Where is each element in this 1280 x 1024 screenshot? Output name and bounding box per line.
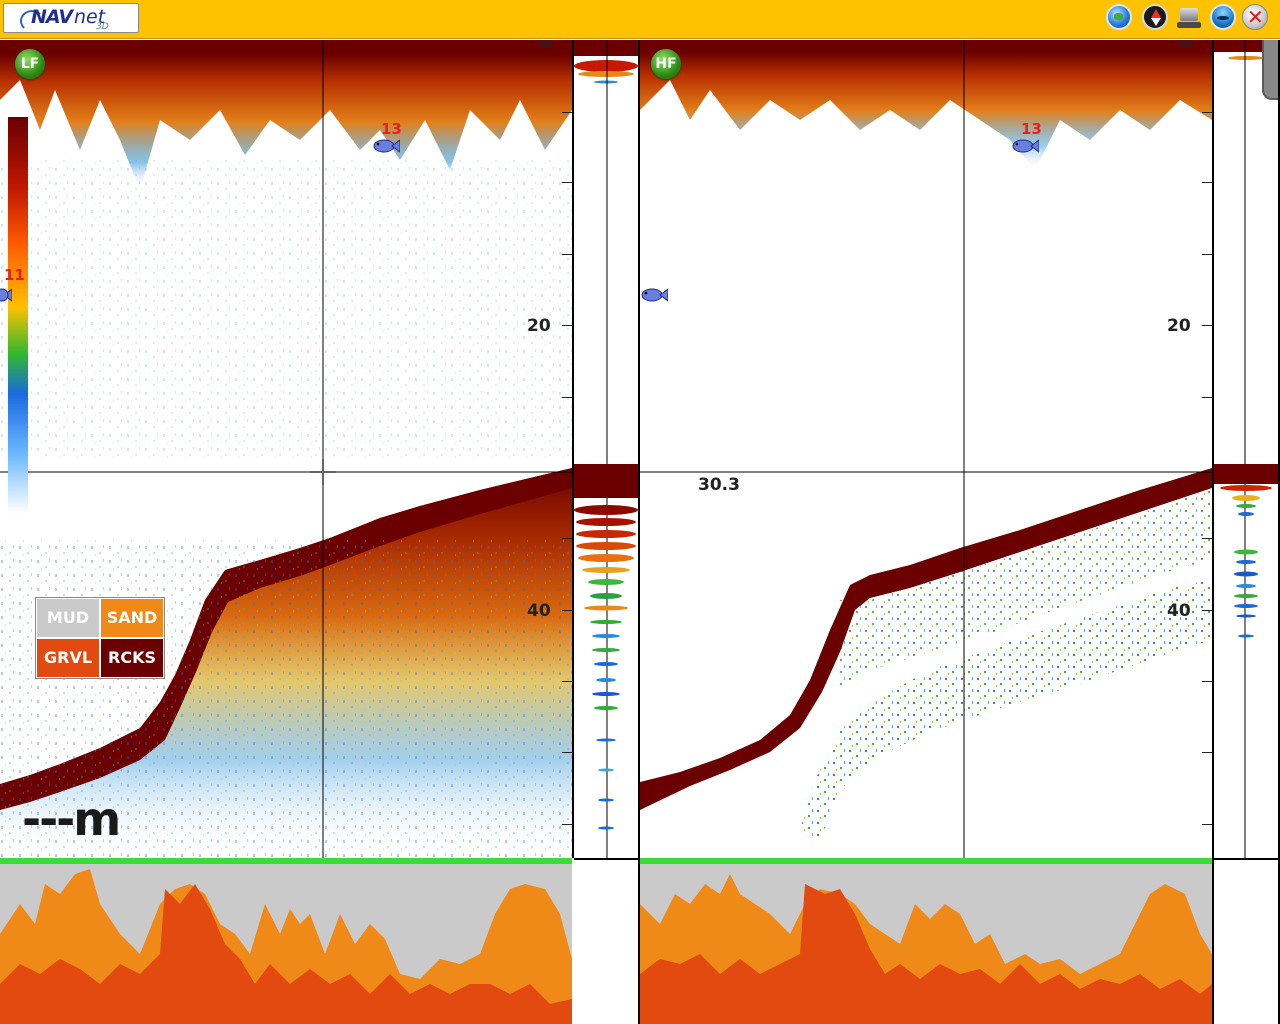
hf-echogram[interactable]: HF 13 30.3 0 20 40 [640,40,1212,858]
hf-bottom-echo [640,468,1212,810]
depth-tick [1202,254,1212,255]
computer-icon[interactable] [1177,6,1201,30]
depth-label-0: 0 [540,40,552,53]
depth-readout: ---m [22,792,121,846]
legend-mud: MUD [37,599,99,637]
depth-label-20: 20 [527,316,551,336]
depth-label-0: 0 [1180,40,1192,53]
depth-tick [1202,325,1212,326]
lf-bottom-discrimination-graph [0,864,572,1024]
color-scale-bar [8,117,28,513]
bottom-type-legend: MUD SAND GRVL RCKS [35,597,165,679]
lf-frequency-badge[interactable]: LF [15,49,45,79]
fish-depth-label: 13 [381,120,402,138]
lf-scope-footer [574,860,638,1024]
depth-tick [562,182,572,183]
depth-tick [562,325,572,326]
divider [574,858,638,860]
hf-frequency-badge[interactable]: HF [651,49,681,79]
depth-tick [562,610,572,611]
hf-a-scope [1214,40,1278,858]
divider [1278,40,1280,1024]
depth-tick [1202,681,1212,682]
logo-nav-text: NAV [31,6,73,28]
fish-icon [1012,139,1039,153]
legend-gravel: GRVL [37,639,99,677]
depth-tick [1202,182,1212,183]
hf-surface-clutter [640,52,1212,170]
hf-scope-footer [1214,860,1278,1024]
divider [638,40,640,1024]
fish-icon [0,288,12,302]
compass-icon[interactable] [1142,4,1168,30]
side-panel-tab[interactable] [1262,40,1280,100]
hf-bottom-lock-line [640,858,1212,864]
hf-bottom-discrimination-graph [640,864,1212,1024]
depth-tick [562,752,572,753]
depth-tick [1202,112,1212,113]
legend-sand: SAND [101,599,163,637]
close-icon[interactable]: ✕ [1242,4,1268,30]
depth-tick [562,681,572,682]
divider [1214,858,1278,860]
depth-tick [562,824,572,825]
fish-edge-depth-label: 11 [4,266,25,284]
depth-label-40: 40 [1167,601,1191,621]
fish-icon [373,139,400,153]
depth-tick [1202,610,1212,611]
fish-depth-label: 13 [1021,120,1042,138]
depth-tick [1202,752,1212,753]
depth-label-40: 40 [527,601,551,621]
top-toolbar: NAV net 3D ✕ [0,0,1280,39]
depth-tick [1202,538,1212,539]
lf-echogram[interactable]: LF 13 11 0 20 40 MUD SAND GRVL RCKS ---m [0,40,572,858]
depth-tick [562,112,572,113]
globe-icon[interactable] [1106,4,1132,30]
logo-net-text: net [74,6,106,28]
lf-bottom-lock-line [0,858,572,864]
depth-tick [1202,397,1212,398]
depth-tick [562,254,572,255]
depth-tick [562,538,572,539]
divider [572,40,574,858]
depth-tick [562,397,572,398]
depth-tick [1202,824,1212,825]
lf-surface-clutter [0,54,572,190]
lf-a-scope [574,40,638,858]
depth-label-20: 20 [1167,316,1191,336]
fish-icon [641,288,668,302]
legend-rocks: RCKS [101,639,163,677]
divider [1212,40,1214,1024]
logo-3d-text: 3D [96,22,109,32]
navnet-logo: NAV net 3D [3,3,139,33]
logo-swoosh-icon [20,10,44,32]
cursor-depth-readout: 30.3 [698,475,740,495]
sounder-icon[interactable] [1210,4,1236,30]
